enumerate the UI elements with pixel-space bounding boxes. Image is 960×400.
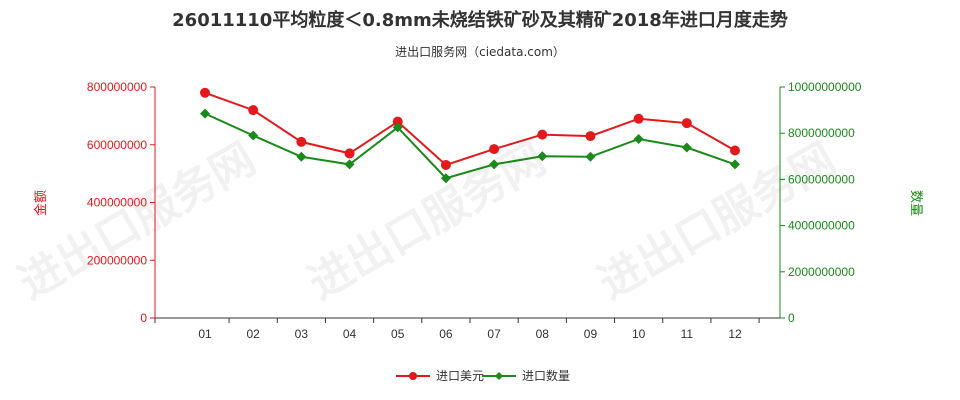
legend-marker-circle	[409, 372, 417, 380]
legend-label: 进口数量	[522, 368, 570, 383]
left-tick-label: 200000000	[87, 253, 147, 267]
data-point[interactable]	[200, 108, 210, 119]
x-tick-label: 09	[584, 327, 598, 341]
data-point[interactable]	[585, 151, 596, 162]
data-point[interactable]	[392, 122, 403, 133]
left-tick-label: 600000000	[87, 138, 147, 152]
x-tick-label: 07	[487, 327, 501, 341]
x-tick-label: 10	[632, 327, 646, 341]
right-tick-label: 4000000000	[788, 219, 855, 233]
data-point[interactable]	[537, 129, 548, 140]
data-point[interactable]	[248, 130, 259, 141]
data-point[interactable]	[248, 105, 259, 116]
chart-subtitle: 进出口服务网（ciedata.com）	[395, 44, 565, 59]
x-tick-label: 08	[536, 327, 550, 341]
x-tick-label: 11	[681, 327, 694, 341]
left-tick-label: 400000000	[87, 196, 147, 210]
left-axis-ticks: 0 200000000 400000000 600000000 800000000	[87, 80, 155, 325]
data-point[interactable]	[440, 173, 451, 184]
x-tick-label: 06	[439, 327, 453, 341]
x-tick-label: 02	[247, 327, 261, 341]
right-tick-label: 10000000000	[788, 80, 862, 94]
legend: 进口美元 进口数量	[396, 368, 570, 383]
legend-label: 进口美元	[436, 369, 484, 383]
x-tick-label: 04	[343, 327, 357, 341]
data-point[interactable]	[730, 145, 740, 156]
series-line-value	[204, 91, 736, 167]
series-layer	[200, 87, 740, 184]
data-point[interactable]	[489, 159, 500, 170]
data-point[interactable]	[585, 131, 596, 142]
x-axis-ticks: 01 02 03 04 05 06 07 08 09 10 11 12	[154, 318, 760, 341]
x-tick-label: 12	[728, 327, 742, 341]
data-point[interactable]	[681, 142, 692, 153]
right-tick-label: 8000000000	[788, 126, 855, 140]
right-axis-label: 数量	[908, 190, 923, 216]
data-point[interactable]	[537, 151, 548, 162]
right-tick-label: 6000000000	[788, 172, 855, 186]
legend-marker-diamond	[495, 372, 503, 380]
data-point[interactable]	[344, 159, 355, 170]
right-axis-ticks: 0 2000000000 4000000000 6000000000 800000000…	[780, 80, 862, 325]
data-point[interactable]	[633, 133, 644, 144]
data-point[interactable]	[296, 151, 307, 162]
data-point[interactable]	[633, 113, 644, 124]
right-tick-label: 2000000000	[788, 265, 855, 279]
data-point[interactable]	[296, 136, 307, 147]
data-point[interactable]	[392, 116, 403, 127]
data-point[interactable]	[344, 148, 355, 159]
data-point[interactable]	[681, 118, 692, 129]
x-tick-label: 03	[295, 327, 309, 341]
series-line-quantity	[204, 112, 736, 180]
watermark-text: 进出口服务网	[10, 133, 264, 309]
legend-item-quantity[interactable]: 进口数量	[482, 368, 570, 383]
right-tick-label: 0	[788, 311, 795, 325]
left-axis-label: 金额	[33, 190, 49, 216]
chart-title: 26011110平均粒度＜0.8mm未烧结铁矿砂及其精矿2018年进口月度走势	[172, 9, 788, 31]
data-point[interactable]	[440, 159, 451, 170]
data-point[interactable]	[489, 144, 500, 155]
data-point[interactable]	[730, 159, 740, 170]
x-tick-label: 01	[198, 327, 212, 341]
left-tick-label: 800000000	[87, 80, 147, 94]
legend-item-value[interactable]: 进口美元	[396, 369, 484, 383]
data-point[interactable]	[200, 87, 210, 98]
left-tick-label: 0	[140, 311, 147, 325]
x-tick-label: 05	[391, 327, 405, 341]
